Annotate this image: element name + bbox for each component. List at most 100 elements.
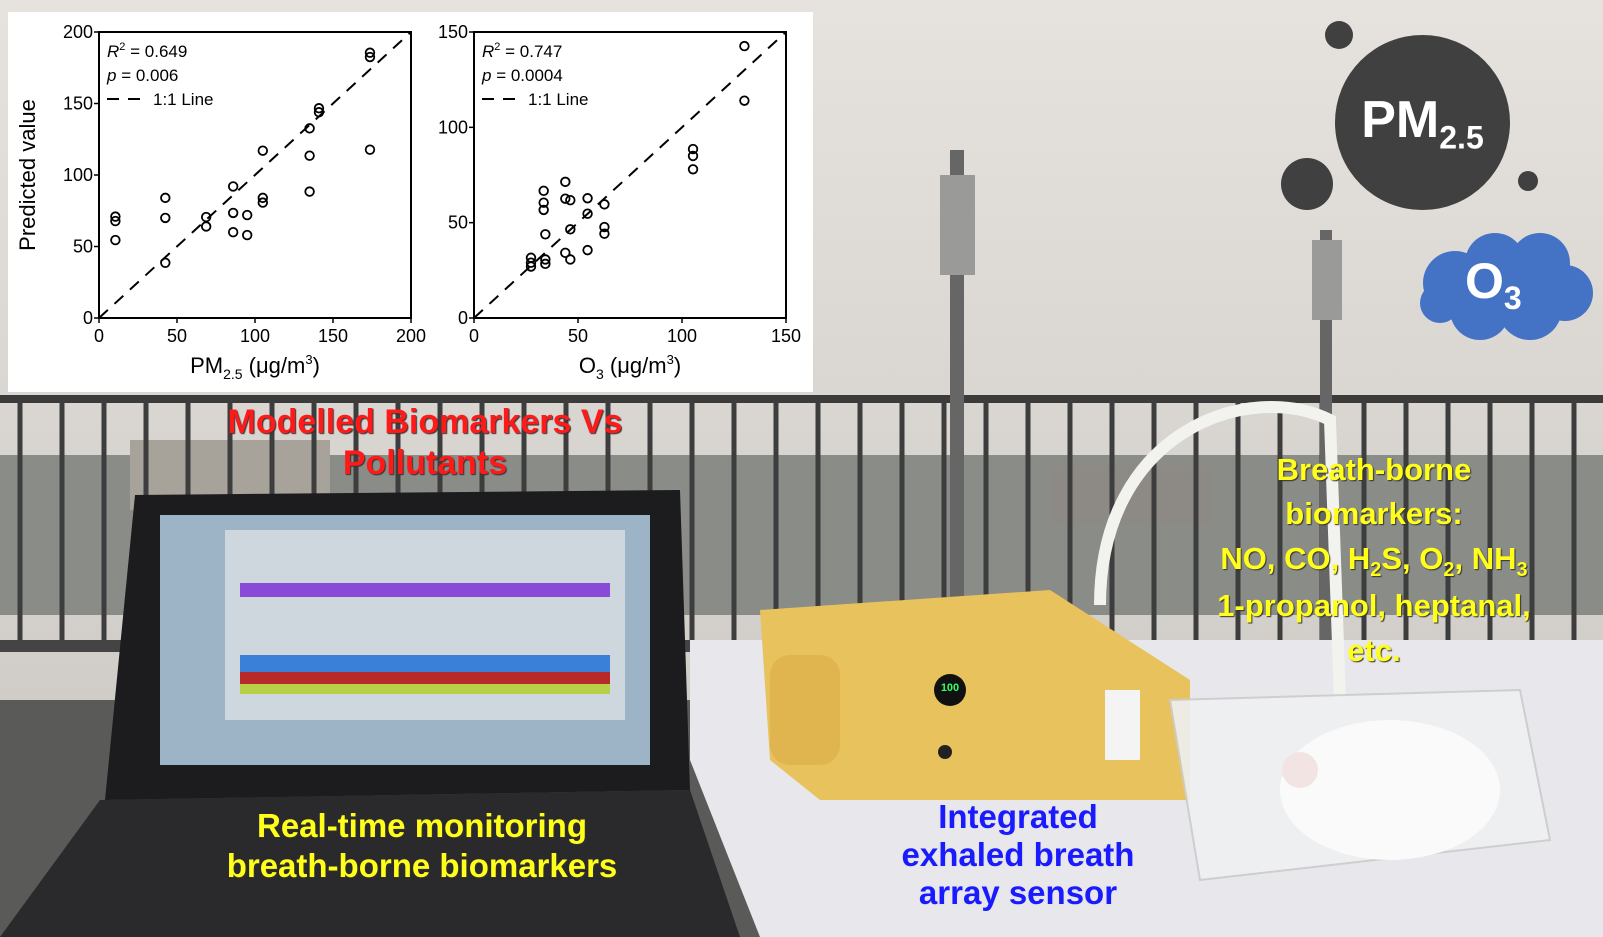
data-point [257,145,269,156]
x-tick-label: 100 [240,326,270,346]
data-point [565,224,576,235]
legend-label: 1:1 Line [153,90,214,109]
data-point [739,40,750,52]
device-display: 100 [940,682,960,694]
data-point [687,164,699,175]
p-value-label: p = 0.0004 [481,66,563,85]
pole [950,150,964,710]
data-point [538,185,549,197]
o3-sub: 3 [1503,280,1522,316]
data-point [687,150,699,162]
pm25-bubble: PM2.5 [1335,35,1510,210]
y-tick-label: 0 [458,308,468,328]
pm-label: PM [1361,91,1440,149]
data-point [599,228,610,239]
y-tick-label: 150 [63,94,93,114]
data-point [582,208,593,219]
data-point [525,257,537,268]
x-tick-label: 150 [771,326,801,346]
data-point [560,176,571,188]
caption-line: biomarkers: [1285,496,1463,532]
data-point [364,47,376,58]
caption-line-gases: NO, CO, H2S, O2, NH3 [1220,540,1528,581]
data-point [304,123,315,134]
scatter-charts: 0 50 100 150 200 0 50 100 150 200 R2 = 0.649 p = 0.… [15,22,801,382]
caption-line: array sensor [918,873,1118,911]
breath-borne-caption: Breath-borne biomarkers: NO, CO, H2S, O2… [1164,448,1584,673]
x-tick-label: 100 [667,326,697,346]
o3-main: O [1465,253,1504,309]
data-point [200,221,212,232]
data-point [582,244,593,256]
y-axis-label: Predicted value [15,99,40,251]
p-value-label: p = 0.006 [106,66,178,85]
data-point [540,254,551,265]
caption-line: Breath-borne [1276,452,1472,487]
x-tick-label: 50 [568,326,588,346]
data-point [364,51,376,63]
sensor-device [760,590,1190,800]
y-tick-label: 0 [83,308,93,328]
caption-line: Real-time monitoring [256,807,588,844]
sensor-caption: Integrated exhaled breath array sensor [858,798,1178,912]
r-squared-label: R2 = 0.649 [107,41,187,61]
plot-frame [473,31,787,319]
realtime-caption: Real-time monitoring breath-borne biomar… [172,806,672,885]
data-point [227,226,239,238]
data-point [565,254,576,265]
caption-line: Integrated [938,798,1098,835]
y-tick-label: 50 [448,213,468,233]
data-point [110,215,121,227]
legend-label: 1:1 Line [528,90,589,109]
x-tick-label: 50 [167,326,187,346]
data-point [560,193,571,204]
pm-medium-bubble [1281,158,1333,210]
x-tick-label: 0 [94,326,104,346]
data-point [304,186,315,197]
mouse [1280,720,1500,860]
data-point [160,192,171,204]
laptop-keyboard [0,790,740,937]
one-to-one-line [98,31,412,319]
x-axis-label: PM2.5 (μg/m3) [190,352,320,382]
x-tick-label: 0 [469,326,479,346]
data-point [257,197,269,208]
caption-line: exhaled breath [901,835,1135,873]
y-tick-label: 100 [63,165,93,185]
data-point [257,192,269,204]
y-tick-label: 50 [73,237,93,257]
caption-line: Pollutants [342,443,508,482]
data-point [364,144,376,155]
x-tick-label: 150 [318,326,348,346]
one-to-one-line [473,31,787,319]
data-point [565,194,576,206]
data-point [227,207,239,219]
data-point [582,193,593,204]
data-point [227,181,239,192]
data-point [110,211,121,222]
data-point [538,197,549,208]
pm-sub: 2.5 [1439,119,1484,156]
modelled-biomarkers-caption: Modelled Biomarkers Vs Pollutants [175,402,675,484]
data-point [540,258,551,270]
caption-line: 1-propanol, heptanal, [1217,588,1531,624]
y-tick-label: 150 [438,22,468,42]
data-point [560,247,571,258]
pm-small-bubble [1325,21,1353,49]
data-point [241,209,253,221]
r-squared-label: R2 = 0.747 [482,41,562,61]
data-point [110,234,121,246]
data-point [540,229,551,240]
data-point [313,107,325,118]
pm-tiny-bubble [1518,171,1538,191]
x-tick-label: 200 [396,326,426,346]
caption-line: Modelled Biomarkers Vs [227,403,623,441]
data-point [739,95,750,106]
x-axis-label: O3 (μg/m3) [579,352,681,382]
caption-line: breath-borne biomarkers [226,846,618,884]
breath-tube [1094,401,1346,701]
rooftop-railing [0,395,1603,403]
data-point [687,143,699,155]
y-tick-label: 100 [438,117,468,137]
caption-line: etc. [1347,632,1401,668]
